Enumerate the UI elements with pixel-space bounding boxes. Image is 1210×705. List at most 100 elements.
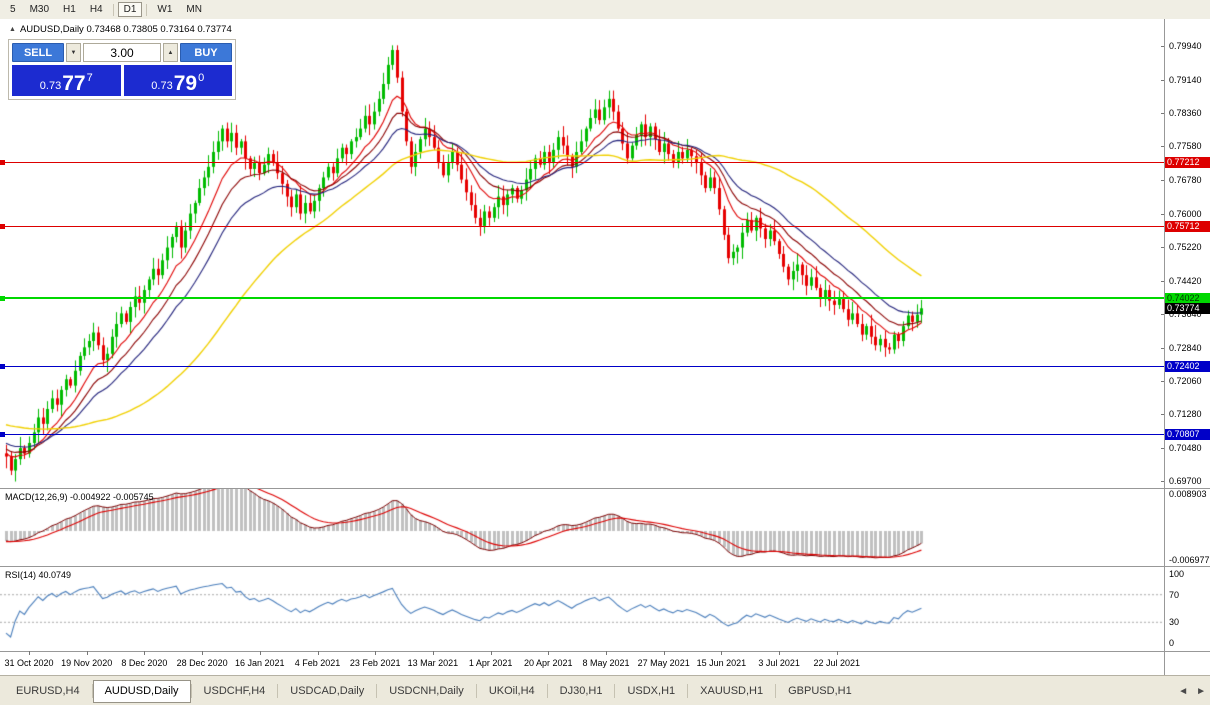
ask-price-pips: 79	[173, 72, 198, 95]
price-scale-tick	[1161, 46, 1164, 47]
rsi-scale-label: 0	[1169, 638, 1175, 648]
price-scale-tick	[1161, 314, 1164, 315]
bid-price-point: 7	[86, 72, 93, 84]
timeframe-button-h4[interactable]: H4	[84, 2, 109, 17]
time-axis-tick	[29, 651, 30, 655]
chart-tab-gbpusd[interactable]: GBPUSD,H1	[788, 684, 852, 697]
timeframe-button-h1[interactable]: H1	[57, 2, 82, 17]
time-axis-tick	[606, 651, 607, 655]
time-axis-tick	[375, 651, 376, 655]
chart-title: ▲ AUDUSD,Daily 0.73468 0.73805 0.73164 0…	[9, 24, 232, 35]
price-scale-tick	[1161, 348, 1164, 349]
time-axis-tick	[837, 651, 838, 655]
time-axis-label: 15 Jun 2021	[696, 658, 747, 668]
chart-tab-ukoil[interactable]: UKOil,H4	[488, 684, 535, 697]
horizontal-line-0.72402[interactable]	[0, 366, 1164, 367]
ask-price-display[interactable]: 0.73 79 0	[123, 65, 232, 96]
volume-input[interactable]	[83, 43, 161, 62]
rsi-panel-separator[interactable]	[0, 566, 1210, 567]
ask-price-prefix: 0.73	[151, 80, 173, 92]
price-scale-label: 0.76780	[1169, 175, 1202, 186]
timeframe-toolbar: 5 M30 H1 H4 D1 W1 MN	[0, 0, 1210, 20]
chart-tab-usdchf[interactable]: USDCHF,H4	[203, 684, 266, 697]
line-drag-handle[interactable]	[0, 224, 5, 229]
time-axis-label: 31 Oct 2020	[4, 658, 54, 668]
macd-panel-separator[interactable]	[0, 488, 1210, 489]
tab-separator	[614, 684, 616, 698]
timeframe-button-d1[interactable]: D1	[117, 2, 143, 17]
rsi-indicator-canvas[interactable]	[0, 567, 1164, 650]
chart-tab-xauusd[interactable]: XAUUSD,H1	[700, 684, 764, 697]
line-drag-handle[interactable]	[0, 160, 5, 165]
symbol-icon: ▲	[9, 26, 16, 33]
macd-indicator-canvas[interactable]	[0, 489, 1164, 565]
price-scale-tick	[1161, 281, 1164, 282]
price-scale-tick	[1161, 448, 1164, 449]
tab-separator	[475, 684, 477, 698]
time-axis-tick	[202, 651, 203, 655]
tab-separator	[190, 684, 192, 698]
tab-scroll-arrows: ◄ ►	[1178, 686, 1210, 697]
volume-increase-button[interactable]: ▲	[163, 43, 178, 62]
chart-tab-usdcad[interactable]: USDCAD,Daily	[290, 684, 365, 697]
timeframe-button-m30[interactable]: M30	[24, 2, 55, 17]
chart-tab-eurusd[interactable]: EURUSD,H4	[16, 684, 80, 697]
time-axis-label: 20 Apr 2021	[524, 658, 573, 668]
price-scale-tick	[1161, 146, 1164, 147]
chart-tab-audusd[interactable]: AUDUSD,Daily	[92, 679, 191, 703]
tab-separator	[775, 684, 777, 698]
time-axis-label: 8 May 2021	[582, 658, 630, 668]
line-drag-handle[interactable]	[0, 364, 5, 369]
price-scale-tick	[1161, 247, 1164, 248]
time-axis-label: 22 Jul 2021	[813, 658, 861, 668]
time-axis-tick	[491, 651, 492, 655]
rsi-label: RSI(14) 40.0749	[5, 570, 72, 580]
line-drag-handle[interactable]	[0, 432, 5, 437]
scroll-left-icon[interactable]: ◄	[1178, 685, 1189, 697]
bid-price-prefix: 0.73	[39, 80, 62, 92]
chart-tab-usdx[interactable]: USDX,H1	[627, 684, 676, 697]
rsi-scale-label: 100	[1169, 569, 1185, 579]
bid-price-display[interactable]: 0.73 77 7	[12, 65, 121, 96]
time-axis[interactable]: 31 Oct 2020 19 Nov 2020 8 Dec 2020 28 Dec 2…	[0, 651, 1164, 675]
tab-separator	[376, 684, 378, 698]
buy-button[interactable]: BUY	[180, 43, 232, 62]
price-level-badge: 0.75712	[1165, 221, 1210, 232]
price-scale-tick	[1161, 180, 1164, 181]
ask-price-point: 0	[198, 72, 205, 84]
horizontal-line-0.74022[interactable]	[0, 297, 1164, 299]
time-axis-line	[0, 651, 1210, 652]
tab-separator	[687, 684, 689, 698]
chart-tab-usdcnh[interactable]: USDCNH,Daily	[389, 684, 464, 697]
time-axis-tick	[87, 651, 88, 655]
time-axis-label: 4 Feb 2021	[294, 658, 341, 668]
timeframe-button-w1[interactable]: W1	[151, 2, 178, 17]
scroll-right-icon[interactable]: ►	[1196, 685, 1206, 697]
toolbar-separator	[146, 3, 148, 16]
time-axis-label: 8 Dec 2020	[121, 658, 168, 668]
price-scale-label: 0.70480	[1169, 443, 1202, 454]
timeframe-button-5[interactable]: 5	[4, 2, 22, 17]
horizontal-line-0.77212[interactable]	[0, 162, 1164, 163]
horizontal-line-0.75712[interactable]	[0, 226, 1164, 227]
time-axis-tick	[779, 651, 780, 655]
timeframe-button-mn[interactable]: MN	[180, 2, 208, 17]
time-axis-label: 16 Jan 2021	[235, 658, 285, 668]
horizontal-line-0.70807[interactable]	[0, 434, 1164, 435]
price-level-badge: 0.74022	[1165, 293, 1210, 304]
trade-controls-row: SELL ▼ ▲ BUY	[12, 43, 232, 62]
macd-scale-min-label: -0.006977	[1169, 555, 1210, 565]
volume-decrease-button[interactable]: ▼	[66, 43, 81, 62]
price-scale-label: 0.74420	[1169, 275, 1202, 286]
price-scale-tick	[1161, 80, 1164, 81]
price-scale[interactable]: 0.79940 0.79140 0.78360 0.77580 0.76780 0.760…	[1165, 19, 1210, 675]
time-axis-tick	[721, 651, 722, 655]
chart-tab-bar: EURUSD,H4 AUDUSD,Daily USDCHF,H4 USDCAD,Dai…	[0, 675, 1210, 705]
price-scale-label: 0.75220	[1169, 241, 1202, 252]
chart-tab-dj30[interactable]: DJ30,H1	[559, 684, 603, 697]
sell-button[interactable]: SELL	[12, 43, 64, 62]
trade-prices-row: 0.73 77 7 0.73 79 0	[12, 65, 232, 96]
line-drag-handle[interactable]	[0, 296, 5, 301]
price-scale-label: 0.72840	[1169, 342, 1202, 353]
